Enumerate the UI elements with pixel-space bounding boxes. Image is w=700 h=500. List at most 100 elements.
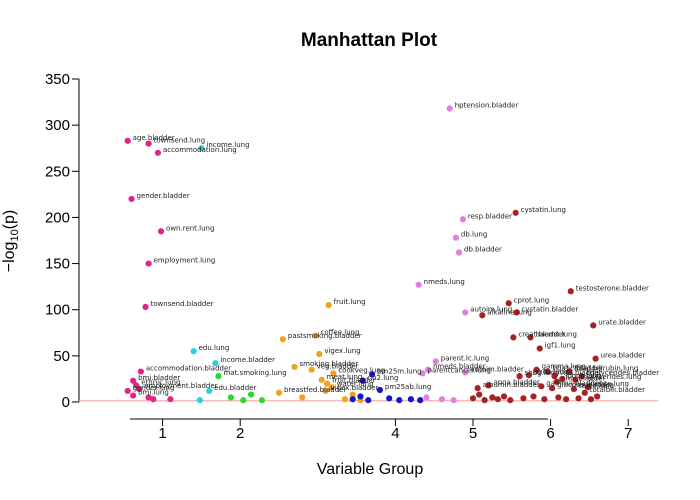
point-48: [386, 395, 393, 402]
point-91: [581, 389, 588, 396]
point-82: [559, 375, 566, 383]
point-label-42: pm25m.lung: [377, 367, 421, 375]
point-label-36: vigex.bladder: [331, 384, 379, 392]
point-label-83: triglycerides.lung: [580, 373, 641, 381]
point-label-37: breastfed.bladder: [284, 386, 346, 394]
point-11: [124, 387, 131, 395]
point-label-5: employment.lung: [154, 257, 216, 265]
point-4: [157, 228, 165, 235]
point-53: [459, 216, 467, 223]
point-55: [455, 249, 463, 256]
point-label-18: income.bladder: [220, 356, 275, 364]
y-tick-label-7: 350: [45, 71, 70, 88]
point-67: [505, 300, 512, 307]
point-label-74: urea.bladder: [601, 352, 646, 360]
point-50: [407, 396, 415, 403]
y-tick-label-2: 100: [45, 302, 70, 319]
point-60: [419, 370, 426, 377]
x-axis: 1 2 4 5 6 7: [130, 418, 632, 442]
point-84: [553, 378, 560, 385]
point-86: [474, 385, 481, 392]
point-45: [349, 396, 356, 403]
point-36: [322, 387, 329, 395]
point-label-17: edu.lung: [199, 344, 230, 352]
point-label-53: resp.bladder: [468, 212, 512, 220]
point-label-57: autoim.lung: [470, 305, 512, 313]
point-label-26: fruit.lung: [334, 298, 366, 306]
y-axis-title-argument: (p): [1, 210, 18, 230]
point-90: [584, 384, 591, 391]
point-label-86: albumin.bladder: [483, 381, 540, 389]
point-2: [154, 149, 162, 156]
point-99: [520, 395, 527, 402]
data-point-labels: age.bladdertownsend.lungaccommodation.lu…: [133, 102, 660, 397]
point-39: [341, 396, 349, 403]
point-73: [536, 345, 543, 352]
point-28: [312, 332, 319, 339]
point-87: [538, 383, 545, 390]
x-tick-label-4: 6: [546, 425, 554, 442]
point-40: [349, 391, 356, 398]
point-34: [324, 380, 331, 387]
point-17: [190, 348, 197, 355]
point-74: [592, 355, 599, 362]
point-14: [150, 396, 157, 403]
point-3: [128, 195, 135, 203]
y-axis: 0 50 100 150 200 250 300 350: [45, 71, 80, 411]
point-93: [476, 391, 483, 398]
point-label-30: smoking.bladder: [300, 360, 359, 368]
point-27: [279, 336, 286, 343]
point-label-65: cystatin.lung: [521, 206, 566, 214]
point-8: [130, 377, 137, 384]
point-26: [325, 302, 332, 309]
y-tick-label-6: 300: [45, 117, 70, 134]
point-label-7: accommodation.bladder: [146, 365, 231, 373]
point-96: [494, 396, 501, 403]
point-81: [578, 373, 585, 380]
point-88: [549, 385, 556, 392]
point-31: [308, 366, 315, 373]
point-79: [525, 372, 532, 379]
point-label-33: meat.lung: [327, 373, 363, 381]
point-22: [227, 394, 234, 401]
point-63: [438, 396, 446, 403]
point-43: [359, 377, 366, 384]
point-label-29: vigex.lung: [324, 347, 360, 355]
point-54: [452, 234, 460, 241]
point-75: [533, 366, 540, 373]
y-tick-label-5: 250: [45, 163, 70, 180]
chart-title: Manhattan Plot: [301, 30, 438, 51]
point-label-11: gender.lung: [133, 384, 175, 392]
point-label-89: testo.lung: [579, 382, 614, 390]
point-77: [566, 368, 573, 375]
point-7: [137, 368, 144, 375]
point-70: [590, 322, 597, 329]
point-95: [489, 394, 496, 401]
point-106: [594, 393, 601, 400]
point-label-71: creat.bladder: [518, 330, 565, 338]
point-62: [423, 394, 430, 401]
point-30: [291, 363, 298, 371]
point-104: [575, 395, 582, 402]
point-label-85: apoa.bladder: [494, 378, 540, 386]
point-label-80: vitd.bladder: [559, 369, 601, 377]
y-tick-label-3: 150: [45, 256, 70, 273]
point-32: [330, 370, 337, 377]
point-label-73: igf1.lung: [545, 341, 576, 349]
point-label-81: triglycerides.bladder: [587, 369, 660, 377]
x-axis-title: Variable Group: [317, 461, 424, 478]
point-label-1: townsend.lung: [154, 137, 206, 145]
point-29: [316, 350, 323, 358]
point-52: [446, 105, 453, 112]
point-102: [555, 394, 562, 401]
point-label-70: urate.bladder: [598, 318, 646, 326]
point-label-6: townsend.bladder: [151, 300, 214, 308]
point-47: [365, 397, 372, 404]
point-98: [507, 397, 514, 404]
x-tick-label-3: 5: [469, 425, 477, 442]
point-76: [544, 368, 551, 375]
point-78: [516, 373, 523, 380]
point-5: [145, 260, 152, 267]
x-tick-label-2: 4: [391, 425, 399, 442]
point-label-52: hptension.bladder: [455, 102, 519, 110]
